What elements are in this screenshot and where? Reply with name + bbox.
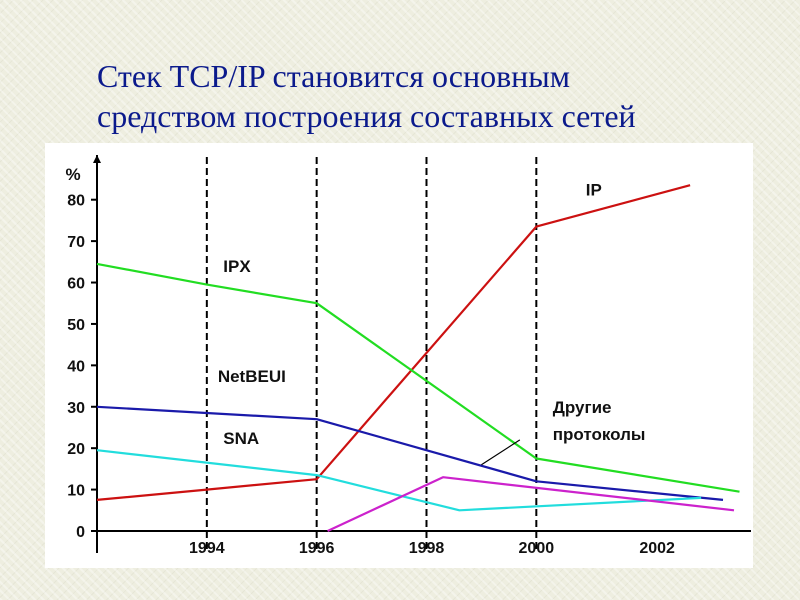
protocol-share-chart: 0 10 20 30 40 50 60 70 80% 1994 1996 1998 2000 2002 IP… (65, 155, 751, 557)
series-label: IPX (223, 257, 251, 276)
y-tick-label: 60 (67, 276, 85, 293)
chart-panel: 0 10 20 30 40 50 60 70 80% 1994 1996 1998 2000 2002 IP… (45, 143, 753, 568)
y-tick-label: 10 (67, 483, 85, 500)
slide-title-line-2: средством построения составных сетей (97, 98, 636, 134)
y-axis-label: % (65, 165, 80, 184)
x-tick-label: 2000 (519, 540, 555, 557)
series-line-другие-протоколы (327, 476, 735, 532)
series-label: Другие (553, 398, 612, 417)
y-tick-label: 40 (67, 358, 85, 375)
x-tick-label: 1996 (299, 540, 335, 557)
x-tick-label: 1998 (409, 540, 445, 557)
y-tick-label: 30 (67, 400, 85, 417)
y-axis-arrow (93, 155, 101, 163)
y-tick-label: 20 (67, 441, 85, 458)
series-line-ipx (96, 262, 740, 493)
slide-title: Стек TCP/IP становится основным средство… (97, 56, 777, 136)
y-tick-label: 50 (67, 317, 85, 334)
y-tick-label: 0 (76, 524, 85, 541)
series-label: IP (586, 181, 602, 200)
series-line-sna (96, 449, 702, 512)
series-line-ip (96, 184, 691, 501)
y-tick-label: 80 (67, 193, 85, 210)
series-label: SNA (223, 429, 259, 448)
x-tick-label: 2002 (639, 540, 675, 557)
annotation-pointer-line (481, 439, 521, 466)
series-label: протоколы (553, 425, 646, 444)
slide-title-line-1: Стек TCP/IP становится основным (97, 58, 571, 94)
series-label: NetBEUI (218, 367, 286, 386)
series-line-netbeui (96, 405, 724, 501)
y-tick-label: 70 (67, 234, 85, 251)
x-tick-label: 1994 (189, 540, 225, 557)
